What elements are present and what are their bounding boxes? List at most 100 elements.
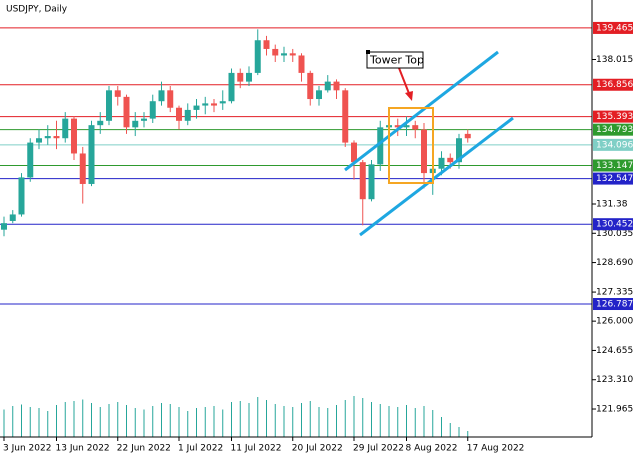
candle-body: [394, 125, 401, 128]
y-tick-label: 124.655: [596, 346, 633, 356]
x-tick-label: 29 Jul 2022: [353, 444, 404, 454]
candle-body: [464, 133, 471, 139]
channel-lower: [359, 116, 514, 237]
level-label-bg: [593, 218, 633, 231]
candle-body: [456, 138, 462, 163]
candle-body: [88, 125, 95, 184]
x-tick-label: 11 Jul 2022: [231, 444, 282, 454]
candle-body: [403, 125, 410, 128]
candle-body: [36, 138, 42, 143]
y-tick-label: 121.965: [596, 405, 633, 415]
candle-body: [97, 120, 104, 126]
candle-body: [79, 153, 86, 184]
level-label: 133.147: [596, 161, 633, 171]
candles: [1, 29, 471, 237]
x-tick-label: 13 Jun 2022: [56, 444, 110, 454]
levels: [0, 27, 592, 305]
candle-body: [438, 157, 445, 169]
candle-body: [254, 40, 261, 73]
candle-body: [9, 214, 16, 221]
level-label-bg: [593, 21, 633, 34]
level-label-bg: [593, 110, 633, 123]
candle-body: [342, 90, 349, 143]
candle-body: [263, 40, 270, 49]
candle-body: [167, 90, 174, 108]
candle-body: [176, 107, 182, 121]
candle-body: [368, 164, 375, 200]
candle-body: [316, 90, 322, 100]
chart-title: USDJPY, Daily: [6, 5, 68, 15]
candle-body: [106, 90, 112, 121]
candle-body: [377, 127, 384, 165]
pattern-box: [388, 107, 434, 184]
candle-body: [351, 142, 357, 163]
arrow-head: [405, 91, 413, 101]
y-tick-label: 127.335: [596, 288, 633, 298]
candle-body: [281, 53, 287, 56]
candle-body: [27, 142, 34, 178]
candle-body: [1, 223, 7, 230]
annotation: Tower Top: [369, 54, 424, 67]
candle-body: [44, 136, 51, 139]
candle-body: [219, 101, 226, 104]
candle-body: [123, 96, 130, 128]
candle-body: [158, 90, 165, 102]
y-tick-label: 130.035: [596, 229, 633, 239]
candle-body: [114, 90, 121, 97]
level-label: 139.465: [596, 23, 633, 33]
candle-body: [193, 105, 200, 110]
candle-body: [149, 101, 156, 119]
x-tick-label: 1 Jul 2022: [178, 444, 223, 454]
x-tick-label: 17 Aug 2022: [467, 444, 525, 454]
anchor: [366, 50, 370, 54]
candle-body: [202, 103, 209, 106]
level-label-bg: [593, 123, 633, 136]
level-label: 136.856: [596, 80, 633, 90]
level-label: 134.096: [596, 140, 633, 150]
candle-body: [359, 162, 366, 200]
candle-body: [18, 177, 25, 215]
candle-body: [324, 81, 331, 91]
candle-body: [53, 136, 60, 139]
x-tick-label: 3 Jun 2022: [3, 444, 51, 454]
candle-body: [211, 103, 217, 106]
candle-body: [421, 129, 427, 174]
y-tick-label: 138.015: [596, 55, 633, 65]
level-label-bg: [593, 138, 633, 151]
candle-body: [71, 118, 77, 154]
candle-body: [62, 118, 69, 139]
candle-body: [228, 72, 235, 102]
y-tick-label: 131.38: [596, 199, 628, 209]
y-tick-label: 126.000: [596, 317, 633, 327]
candle-body: [298, 55, 305, 73]
x-tick-label: 22 Jun 2022: [117, 444, 171, 454]
candle-body: [272, 48, 279, 56]
level-label-bg: [593, 159, 633, 172]
x-tick-label: 8 Aug 2022: [406, 444, 458, 454]
level-label: 132.547: [596, 174, 633, 184]
level-label: 126.787: [596, 300, 633, 310]
y-tick-label: 123.310: [596, 375, 633, 385]
drawings: Tower Top: [344, 50, 514, 237]
candle-body: [246, 72, 252, 82]
channel-upper: [344, 50, 499, 172]
candle-body: [289, 53, 296, 56]
candle-body: [333, 81, 340, 91]
level-label-bg: [593, 298, 633, 311]
candle-body: [184, 109, 191, 121]
candle-body: [141, 118, 147, 121]
candle-body: [237, 72, 244, 82]
annotation-box: [366, 51, 424, 69]
level-label: 135.393: [596, 112, 633, 122]
volume: [3, 396, 469, 437]
candle-body: [307, 72, 314, 100]
candle-body: [132, 120, 139, 128]
y-tick-label: 128.690: [596, 258, 633, 268]
candle-body: [447, 157, 454, 163]
candle-body: [412, 125, 419, 130]
x-tick-label: 20 Jul 2022: [292, 444, 343, 454]
level-label: 130.452: [596, 220, 633, 230]
arrow: [398, 67, 411, 97]
